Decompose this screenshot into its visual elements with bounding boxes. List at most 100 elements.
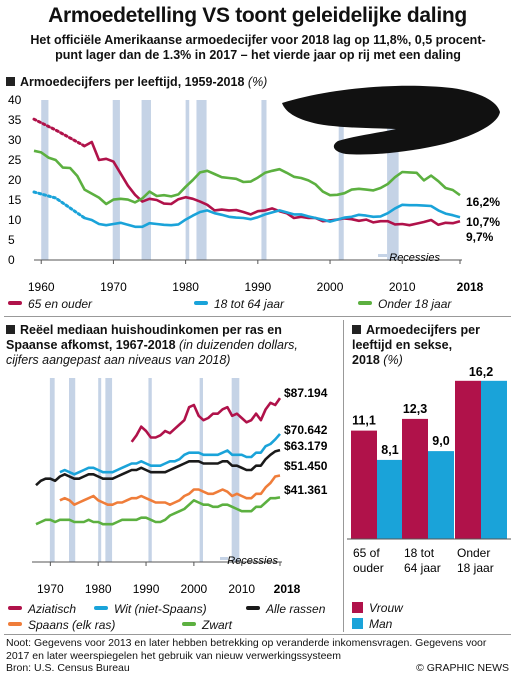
- chart2-title-marker: [6, 325, 15, 334]
- chart1-age-poverty: 0 5 10 15 20 25 30 35 40 1960 1970 1980 1990 2000 2010…: [8, 85, 500, 294]
- chart3-bar-man: [377, 459, 403, 539]
- chart2-end-label-white: $70.642: [284, 423, 328, 437]
- chart2-recession-band: [231, 378, 240, 562]
- legend-label-hispanic: Spaans (elk ras): [28, 618, 116, 632]
- chart3-title: Armoedecijfers per leeftijd en sekse, 20…: [352, 323, 512, 368]
- footnote: Noot: Gegevens voor 2013 en later hebben…: [6, 637, 511, 662]
- chart1-title-unit: (%): [247, 75, 268, 89]
- chart2-line-white: [59, 433, 281, 476]
- chart2-title-line2: Spaanse afkomst, 1967-2018: [6, 338, 176, 352]
- chart1-axes: 0 5 10 15 20 25 30 35 40 1960 1970 1980 1990 2000 2010: [8, 93, 462, 294]
- chart1-recession-band: [338, 100, 344, 260]
- legend-swatch-hispanic: [8, 622, 22, 626]
- chart1-line-working-dotted: [32, 190, 87, 220]
- chart1-ytick-label: 20: [8, 173, 22, 187]
- chart3-title-line2: leeftijd en sekse,: [352, 338, 453, 352]
- legend-swatch-asian: [8, 606, 22, 610]
- legend-swatch-black: [182, 622, 196, 626]
- legend-swatch-white: [94, 606, 108, 610]
- chart2-end-label-black: $41.361: [284, 483, 328, 497]
- legend-working: 18 tot 64 jaar: [194, 297, 284, 311]
- legend-all: Alle rassen: [246, 602, 325, 616]
- chart1-title-marker: [6, 77, 15, 86]
- legend-swatch-children: [358, 301, 372, 305]
- footnote-line2: 2017 en later weerspiegelen het gebruik …: [6, 649, 342, 662]
- chart2-xtick-label: 2000: [181, 582, 208, 596]
- legend-label-working: 18 tot 64 jaar: [214, 297, 285, 311]
- chart2-end-label-hispanic: $51.450: [284, 459, 328, 473]
- chart1-recession-band: [196, 100, 207, 260]
- legend-children: Onder 18 jaar: [358, 297, 451, 311]
- chart2-axes: 1970 1980 1990 2000 2010: [32, 561, 282, 596]
- chart3-value-label-vrouw: 12,3: [403, 402, 427, 416]
- chart2-xtick-label: 2010: [228, 582, 255, 596]
- chart1-ytick-label: 10: [8, 213, 22, 227]
- page-subtitle: Het officiële Amerikaanse armoedecijfer …: [4, 33, 512, 63]
- chart1-xtick-label: 1970: [100, 280, 127, 294]
- chart3-category-label-line1: Onder: [457, 546, 490, 560]
- legend-label-man: Man: [369, 617, 393, 631]
- chart3-value-label: 16,2: [469, 365, 493, 379]
- chart1-ytick-label: 15: [8, 193, 22, 207]
- chart1-recession-band: [261, 100, 267, 260]
- chart1-ytick-label: 5: [8, 233, 15, 247]
- source-credit: Bron: U.S. Census Bureau: [6, 662, 130, 674]
- chart1-ytick-label: 25: [8, 153, 22, 167]
- chart3-title-unit: (%): [383, 353, 403, 367]
- legend-swatch-all: [246, 606, 260, 610]
- legend-black: Zwart: [182, 618, 232, 632]
- chart1-recession-band: [141, 100, 151, 260]
- legend-white: Wit (niet-Spaans): [94, 602, 207, 616]
- chart3-category-label-line1: 65 of: [353, 546, 380, 560]
- chart2-xtick-label: 1980: [85, 582, 112, 596]
- legend-label-asian: Aziatisch: [28, 602, 77, 616]
- chart3-title-line1: Armoedecijfers per: [366, 323, 480, 337]
- legend-hispanic: Spaans (elk ras): [8, 618, 115, 632]
- chart2-xtick-label: 1990: [133, 582, 160, 596]
- chart1-recessions-label: Recessies: [389, 252, 440, 264]
- chart1-xtick-label: 1960: [28, 280, 55, 294]
- chart1-recession-band: [112, 100, 120, 260]
- chart2-recession-band: [69, 378, 76, 562]
- chart1-title-text: Armoedecijfers per leeftijd, 1959-2018: [20, 75, 245, 89]
- chart3-bar-vrouw: [455, 380, 481, 539]
- chart2-end-label-all: $63.179: [284, 439, 328, 453]
- chart3-category-label-line2: ouder: [353, 561, 384, 575]
- footer-divider: [4, 634, 511, 635]
- legend-label-white: Wit (niet-Spaans): [114, 602, 207, 616]
- chart3-title-line3: 2018: [352, 353, 380, 367]
- footnote-line1: Noot: Gegevens voor 2013 en later hebben…: [6, 637, 487, 649]
- chart2-household-income: 1970 1980 1990 2000 2010 Recessies 2018 $87.…: [32, 378, 328, 596]
- legend-label-elderly: 65 en ouder: [28, 297, 93, 311]
- subtitle-line-1: Het officiële Amerikaanse armoedecijfer …: [30, 33, 486, 47]
- chart3-bar-man: [428, 451, 454, 539]
- section-divider: [4, 316, 511, 317]
- legend-asian: Aziatisch: [8, 602, 76, 616]
- legend-swatch-man: [352, 618, 363, 629]
- chart2-end-label-asian: $87.194: [284, 386, 328, 400]
- chart2-recession-band: [49, 378, 55, 562]
- legend-swatch-elderly: [8, 301, 22, 305]
- chart1-recession-swatch: [378, 254, 387, 257]
- chart2-xtick-label: 1970: [37, 582, 64, 596]
- legend-label-children: Onder 18 jaar: [378, 297, 452, 311]
- chart3-category-label-line2: 64 jaar: [404, 561, 441, 575]
- chart1-recession-band: [41, 100, 49, 260]
- legend-label-all: Alle rassen: [266, 602, 326, 616]
- chart1-xtick-label: 1990: [244, 280, 271, 294]
- chart2-title-line1: Reëel mediaan huishoudinkomen per ras en: [20, 323, 282, 337]
- chart2-line-all: [35, 448, 281, 487]
- legend-swatch-vrouw: [352, 602, 363, 613]
- chart1-ytick-label: 40: [8, 93, 22, 107]
- chart1-end-label-children: 10,7%: [466, 215, 500, 229]
- chart2-title: Reëel mediaan huishoudinkomen per ras en…: [6, 323, 344, 368]
- chart2-line-asian: [130, 397, 282, 443]
- chart3-value-label-man: 9,0: [432, 434, 449, 448]
- chart3-category-label-line1: 18 tot: [404, 546, 435, 560]
- chart1-line-working: [84, 203, 461, 229]
- chart2-recession-band: [199, 378, 203, 562]
- legend-label-vrouw: Vrouw: [369, 601, 403, 615]
- chart3-bar-vrouw: [351, 430, 377, 539]
